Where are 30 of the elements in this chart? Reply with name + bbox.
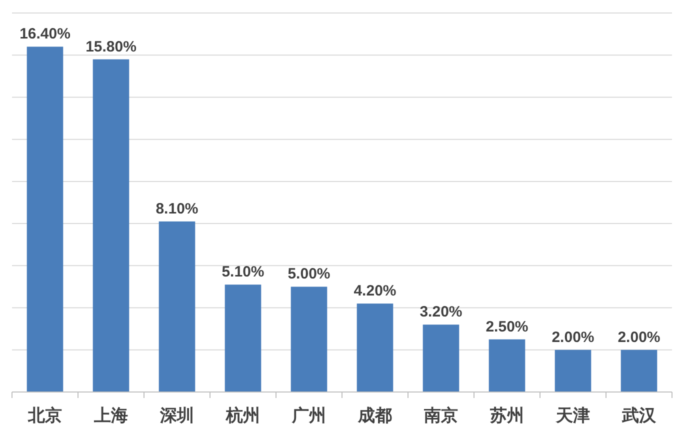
x-tick-label: 成都	[357, 406, 392, 425]
x-tick-label: 上海	[93, 406, 128, 425]
x-tick-label: 杭州	[225, 406, 260, 425]
bar	[422, 324, 460, 392]
data-label: 2.00%	[552, 328, 594, 346]
bar	[488, 339, 526, 392]
bar	[554, 350, 592, 392]
bar	[620, 350, 658, 392]
data-label: 2.00%	[618, 328, 660, 346]
data-label: 16.40%	[20, 26, 70, 43]
bar	[290, 286, 328, 392]
x-tick-label: 苏州	[489, 406, 524, 425]
bar	[356, 304, 394, 392]
bar	[224, 284, 262, 392]
x-tick-label: 武汉	[621, 406, 657, 425]
x-tick-label: 天津	[555, 406, 590, 425]
data-label: 8.10%	[156, 200, 198, 218]
bar	[158, 221, 196, 392]
x-tick-label: 广州	[291, 406, 326, 425]
data-label: 2.50%	[486, 318, 528, 336]
data-label: 3.20%	[420, 304, 462, 321]
x-tick-label: 深圳	[159, 406, 194, 425]
bar	[26, 46, 64, 392]
data-label: 5.00%	[288, 266, 330, 283]
data-label: 4.20%	[354, 282, 396, 300]
data-label: 5.10%	[222, 264, 264, 281]
data-label: 15.80%	[86, 38, 136, 56]
bar	[92, 59, 130, 392]
x-tick-label: 北京	[27, 406, 62, 425]
x-tick-label: 南京	[423, 406, 458, 425]
